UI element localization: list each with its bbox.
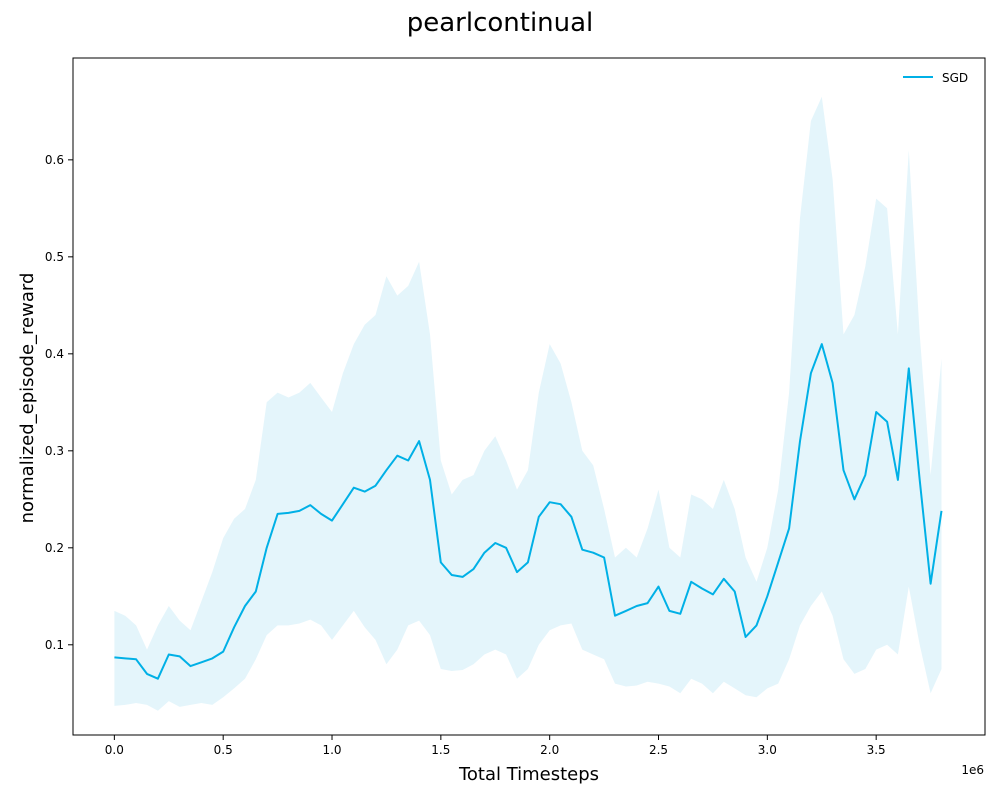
y-tick-label: 0.1 [45,638,64,652]
y-tick-label: 0.4 [45,347,64,361]
x-tick-label: 0.5 [214,743,233,757]
series-line-0 [114,343,943,680]
plot-frame [72,57,986,736]
confidence-band-0 [114,96,942,711]
y-tick-label: 0.6 [45,153,64,167]
x-tick-label: 1.0 [322,743,341,757]
y-tick-label: 0.2 [45,541,64,555]
x-tick-label: 0.0 [105,743,124,757]
x-tick-label: 2.5 [649,743,668,757]
legend-label-sgd: SGD [942,71,968,85]
legend: SGD [903,71,968,85]
x-axis-offset-label: 1e6 [961,763,984,777]
y-axis-ticks: 0.1 0.2 0.3 0.4 0.5 0.6 [45,153,73,652]
y-tick-label: 0.3 [45,444,64,458]
x-axis-title: Total Timesteps [458,764,599,785]
x-tick-label: 3.5 [867,743,886,757]
y-tick-label: 0.5 [45,250,64,264]
y-axis-title: normalized_episode_reward [17,273,38,524]
series-line-layer [114,343,943,680]
confidence-band-layer [114,96,942,711]
x-tick-label: 2.0 [540,743,559,757]
x-axis-ticks: 0.0 0.5 1.0 1.5 2.0 2.5 3.0 3.5 [105,735,886,757]
x-tick-label: 1.5 [431,743,450,757]
x-tick-label: 3.0 [758,743,777,757]
chart-title: pearlcontinual [407,8,594,38]
